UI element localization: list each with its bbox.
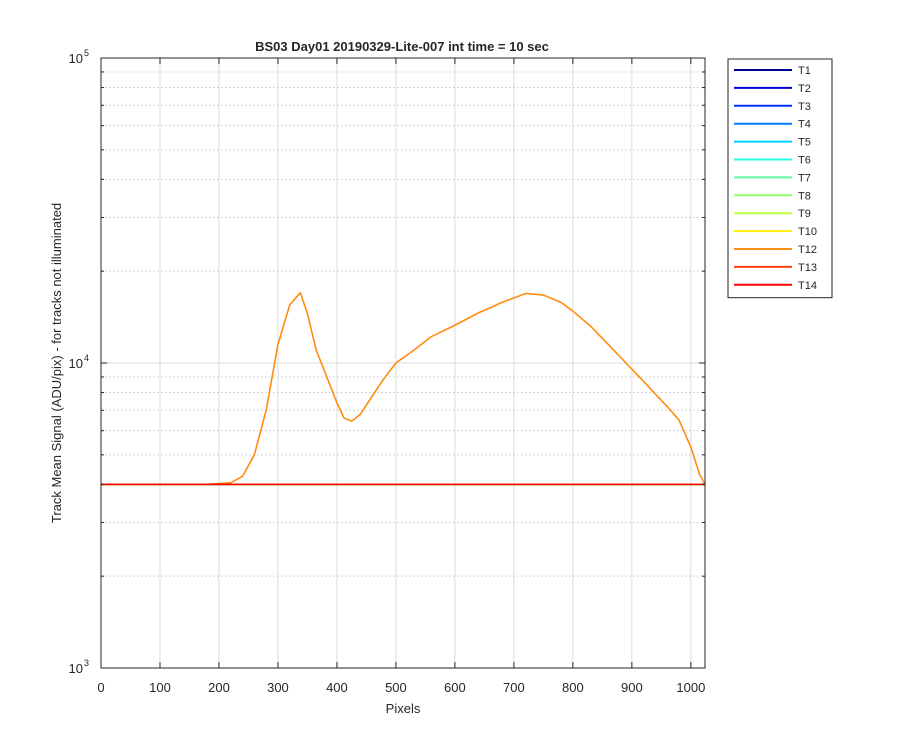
x-tick-label: 900 <box>621 680 643 695</box>
x-tick-label: 600 <box>444 680 466 695</box>
x-tick-label: 1000 <box>676 680 705 695</box>
y-axis-label: Track Mean Signal (ADU/pix) - for tracks… <box>49 203 64 523</box>
legend-label-t5: T5 <box>798 137 811 149</box>
legend-label-t8: T8 <box>798 190 811 202</box>
legend-label-t2: T2 <box>798 83 811 95</box>
y-tick-label-base: 10 <box>69 356 83 371</box>
legend-label-t14: T14 <box>798 280 817 292</box>
legend: T1 T2 T3 T4 T5 T6 T7 T8 T9 T10 T12 T13 T14 <box>727 58 833 299</box>
x-tick-label: 500 <box>385 680 407 695</box>
y-tick-label-exponent: 4 <box>84 353 89 363</box>
x-tick-label: 400 <box>326 680 348 695</box>
legend-label-t7: T7 <box>798 172 811 184</box>
x-tick-label: 100 <box>149 680 171 695</box>
y-tick-label-base: 10 <box>69 661 83 676</box>
legend-label-t9: T9 <box>798 208 811 220</box>
y-tick-label-exponent: 3 <box>84 658 89 668</box>
legend-label-t10: T10 <box>798 226 817 238</box>
legend-label-t13: T13 <box>798 262 817 274</box>
legend-label-t12: T12 <box>798 244 817 256</box>
x-tick-label: 800 <box>562 680 584 695</box>
legend-label-t1: T1 <box>798 65 811 77</box>
legend-label-t4: T4 <box>798 119 811 131</box>
legend-label-t3: T3 <box>798 101 811 113</box>
x-tick-label: 0 <box>97 680 104 695</box>
chart-title: BS03 Day01 20190329-Lite-007 int time = … <box>255 39 549 54</box>
plot-lines <box>101 291 706 486</box>
legend-label-t6: T6 <box>798 155 811 167</box>
x-tick-label: 200 <box>208 680 230 695</box>
x-axis-label: Pixels <box>386 701 421 716</box>
y-tick-label-exponent: 5 <box>84 48 89 58</box>
x-tick-label: 700 <box>503 680 525 695</box>
y-tick-label-base: 10 <box>69 51 83 66</box>
x-tick-label: 300 <box>267 680 289 695</box>
series-line-t12 <box>101 291 706 486</box>
